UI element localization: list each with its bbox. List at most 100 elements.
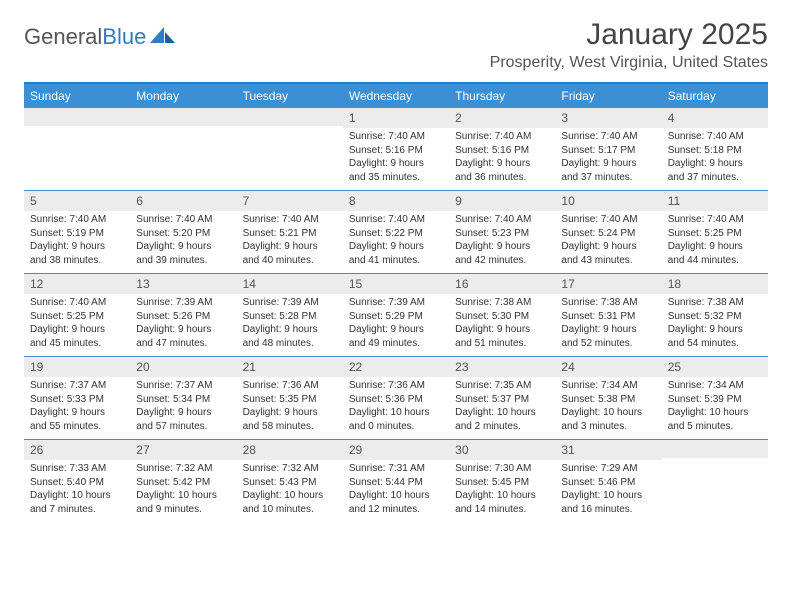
day-body: Sunrise: 7:32 AMSunset: 5:43 PMDaylight:… (237, 460, 343, 522)
month-title: January 2025 (490, 18, 768, 52)
daylight-text: Daylight: 9 hours and 51 minutes. (455, 323, 549, 350)
daylight-text: Daylight: 9 hours and 54 minutes. (668, 323, 762, 350)
day-cell: 12Sunrise: 7:40 AMSunset: 5:25 PMDayligh… (24, 274, 130, 356)
day-cell: 13Sunrise: 7:39 AMSunset: 5:26 PMDayligh… (130, 274, 236, 356)
week-row: 1Sunrise: 7:40 AMSunset: 5:16 PMDaylight… (24, 108, 768, 190)
day-body: Sunrise: 7:40 AMSunset: 5:19 PMDaylight:… (24, 211, 130, 273)
day-cell: 14Sunrise: 7:39 AMSunset: 5:28 PMDayligh… (237, 274, 343, 356)
sunset-text: Sunset: 5:25 PM (30, 310, 124, 324)
day-cell: 4Sunrise: 7:40 AMSunset: 5:18 PMDaylight… (662, 108, 768, 190)
day-body: Sunrise: 7:31 AMSunset: 5:44 PMDaylight:… (343, 460, 449, 522)
sunrise-text: Sunrise: 7:40 AM (349, 130, 443, 144)
sunset-text: Sunset: 5:34 PM (136, 393, 230, 407)
sunset-text: Sunset: 5:36 PM (349, 393, 443, 407)
day-number: 11 (662, 191, 768, 211)
day-number (662, 440, 768, 458)
daylight-text: Daylight: 10 hours and 9 minutes. (136, 489, 230, 516)
day-number: 19 (24, 357, 130, 377)
sunset-text: Sunset: 5:40 PM (30, 476, 124, 490)
day-number: 27 (130, 440, 236, 460)
logo-general: General (24, 24, 102, 49)
day-number: 3 (555, 108, 661, 128)
day-number: 21 (237, 357, 343, 377)
daylight-text: Daylight: 9 hours and 38 minutes. (30, 240, 124, 267)
daylight-text: Daylight: 9 hours and 52 minutes. (561, 323, 655, 350)
day-cell: 16Sunrise: 7:38 AMSunset: 5:30 PMDayligh… (449, 274, 555, 356)
day-cell: 5Sunrise: 7:40 AMSunset: 5:19 PMDaylight… (24, 191, 130, 273)
sunrise-text: Sunrise: 7:38 AM (455, 296, 549, 310)
dow-cell: Tuesday (237, 84, 343, 108)
day-number: 1 (343, 108, 449, 128)
sunrise-text: Sunrise: 7:37 AM (136, 379, 230, 393)
sunrise-text: Sunrise: 7:40 AM (30, 296, 124, 310)
day-body: Sunrise: 7:38 AMSunset: 5:31 PMDaylight:… (555, 294, 661, 356)
weeks-container: 1Sunrise: 7:40 AMSunset: 5:16 PMDaylight… (24, 108, 768, 522)
sunrise-text: Sunrise: 7:40 AM (668, 213, 762, 227)
day-cell: 2Sunrise: 7:40 AMSunset: 5:16 PMDaylight… (449, 108, 555, 190)
day-cell: 26Sunrise: 7:33 AMSunset: 5:40 PMDayligh… (24, 440, 130, 522)
day-cell: 7Sunrise: 7:40 AMSunset: 5:21 PMDaylight… (237, 191, 343, 273)
sunset-text: Sunset: 5:46 PM (561, 476, 655, 490)
day-number: 6 (130, 191, 236, 211)
day-body: Sunrise: 7:37 AMSunset: 5:33 PMDaylight:… (24, 377, 130, 439)
daylight-text: Daylight: 9 hours and 35 minutes. (349, 157, 443, 184)
day-body: Sunrise: 7:36 AMSunset: 5:36 PMDaylight:… (343, 377, 449, 439)
day-body: Sunrise: 7:40 AMSunset: 5:17 PMDaylight:… (555, 128, 661, 190)
daylight-text: Daylight: 9 hours and 55 minutes. (30, 406, 124, 433)
day-number: 2 (449, 108, 555, 128)
logo: GeneralBlue (24, 24, 176, 50)
sunset-text: Sunset: 5:20 PM (136, 227, 230, 241)
day-cell: 10Sunrise: 7:40 AMSunset: 5:24 PMDayligh… (555, 191, 661, 273)
daylight-text: Daylight: 9 hours and 42 minutes. (455, 240, 549, 267)
sunrise-text: Sunrise: 7:40 AM (455, 130, 549, 144)
daylight-text: Daylight: 9 hours and 57 minutes. (136, 406, 230, 433)
day-body: Sunrise: 7:40 AMSunset: 5:25 PMDaylight:… (662, 211, 768, 273)
week-row: 26Sunrise: 7:33 AMSunset: 5:40 PMDayligh… (24, 439, 768, 522)
day-body (662, 458, 768, 514)
sunset-text: Sunset: 5:26 PM (136, 310, 230, 324)
day-body: Sunrise: 7:32 AMSunset: 5:42 PMDaylight:… (130, 460, 236, 522)
dow-cell: Monday (130, 84, 236, 108)
day-cell (237, 108, 343, 190)
sunset-text: Sunset: 5:25 PM (668, 227, 762, 241)
sunset-text: Sunset: 5:24 PM (561, 227, 655, 241)
day-number: 8 (343, 191, 449, 211)
day-cell: 30Sunrise: 7:30 AMSunset: 5:45 PMDayligh… (449, 440, 555, 522)
day-number: 26 (24, 440, 130, 460)
day-body: Sunrise: 7:34 AMSunset: 5:39 PMDaylight:… (662, 377, 768, 439)
daylight-text: Daylight: 9 hours and 58 minutes. (243, 406, 337, 433)
daylight-text: Daylight: 9 hours and 37 minutes. (561, 157, 655, 184)
sunrise-text: Sunrise: 7:40 AM (668, 130, 762, 144)
sunset-text: Sunset: 5:33 PM (30, 393, 124, 407)
day-cell: 23Sunrise: 7:35 AMSunset: 5:37 PMDayligh… (449, 357, 555, 439)
daylight-text: Daylight: 10 hours and 3 minutes. (561, 406, 655, 433)
day-cell: 27Sunrise: 7:32 AMSunset: 5:42 PMDayligh… (130, 440, 236, 522)
sunset-text: Sunset: 5:39 PM (668, 393, 762, 407)
day-cell: 28Sunrise: 7:32 AMSunset: 5:43 PMDayligh… (237, 440, 343, 522)
day-body: Sunrise: 7:29 AMSunset: 5:46 PMDaylight:… (555, 460, 661, 522)
day-number (237, 108, 343, 126)
sunrise-text: Sunrise: 7:39 AM (136, 296, 230, 310)
dow-cell: Saturday (662, 84, 768, 108)
day-cell (130, 108, 236, 190)
day-number: 7 (237, 191, 343, 211)
daylight-text: Daylight: 9 hours and 47 minutes. (136, 323, 230, 350)
sunset-text: Sunset: 5:21 PM (243, 227, 337, 241)
day-cell: 6Sunrise: 7:40 AMSunset: 5:20 PMDaylight… (130, 191, 236, 273)
sunrise-text: Sunrise: 7:40 AM (455, 213, 549, 227)
daylight-text: Daylight: 10 hours and 5 minutes. (668, 406, 762, 433)
sunrise-text: Sunrise: 7:38 AM (561, 296, 655, 310)
day-body: Sunrise: 7:40 AMSunset: 5:21 PMDaylight:… (237, 211, 343, 273)
day-number: 22 (343, 357, 449, 377)
day-cell: 3Sunrise: 7:40 AMSunset: 5:17 PMDaylight… (555, 108, 661, 190)
day-body: Sunrise: 7:40 AMSunset: 5:24 PMDaylight:… (555, 211, 661, 273)
day-cell (24, 108, 130, 190)
dow-cell: Sunday (24, 84, 130, 108)
day-body (24, 126, 130, 182)
sunset-text: Sunset: 5:37 PM (455, 393, 549, 407)
sunrise-text: Sunrise: 7:40 AM (30, 213, 124, 227)
day-cell: 9Sunrise: 7:40 AMSunset: 5:23 PMDaylight… (449, 191, 555, 273)
daylight-text: Daylight: 9 hours and 37 minutes. (668, 157, 762, 184)
day-number: 24 (555, 357, 661, 377)
sunset-text: Sunset: 5:43 PM (243, 476, 337, 490)
